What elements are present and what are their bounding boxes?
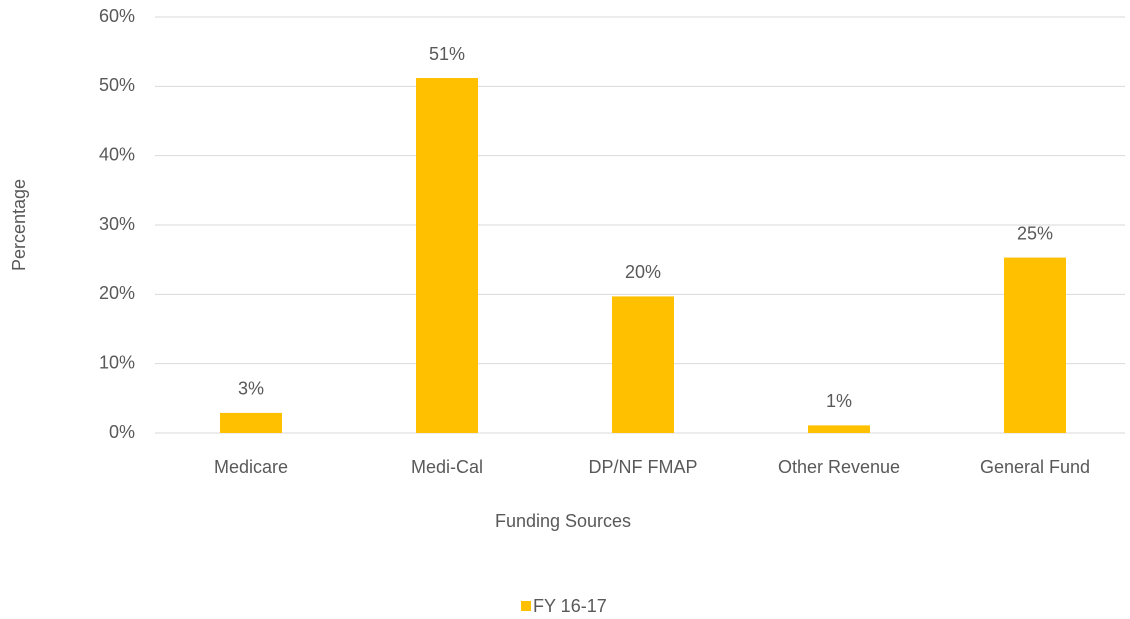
data-label: 25% (1017, 223, 1053, 243)
x-axis-title: Funding Sources (495, 511, 631, 531)
y-tick-label: 30% (99, 214, 135, 234)
x-tick-label: Other Revenue (778, 457, 900, 477)
x-tick-label: DP/NF FMAP (588, 457, 697, 477)
y-tick-label: 10% (99, 352, 135, 372)
data-label: 3% (238, 379, 264, 399)
y-tick-label: 40% (99, 144, 135, 164)
data-label: 1% (826, 391, 852, 411)
x-tick-label: Medi-Cal (411, 457, 483, 477)
data-label: 20% (625, 262, 661, 282)
bar (612, 296, 674, 433)
y-tick-label: 60% (99, 6, 135, 26)
bar (220, 412, 282, 433)
x-tick-label: Medicare (214, 457, 288, 477)
legend-swatch (521, 601, 531, 611)
y-tick-label: 50% (99, 75, 135, 95)
bar (416, 78, 478, 433)
y-tick-label: 20% (99, 283, 135, 303)
y-tick-label: 0% (109, 422, 135, 442)
x-tick-label: General Fund (980, 457, 1090, 477)
bar (1004, 257, 1066, 433)
data-label: 51% (429, 44, 465, 64)
y-axis-title: Percentage (9, 179, 29, 271)
legend-label: FY 16-17 (533, 596, 607, 616)
bar (808, 425, 870, 433)
